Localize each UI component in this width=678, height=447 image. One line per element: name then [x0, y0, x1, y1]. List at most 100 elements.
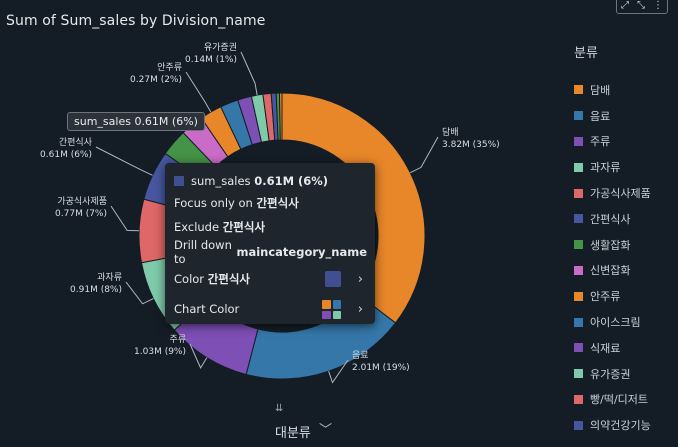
- legend-label: 생활잡화: [590, 238, 631, 252]
- drill-down-prefix: Drill down to: [174, 238, 232, 266]
- slice-name-label: 과자류: [97, 272, 122, 283]
- context-menu: sum_sales 0.61M (6%) Focus only on 간편식사 …: [165, 163, 375, 324]
- leader-line: [240, 51, 258, 96]
- slice-name-label: 주류: [169, 334, 186, 345]
- legend-swatch: [574, 111, 583, 121]
- slice-name-label: 간편식사: [59, 136, 93, 148]
- color-chip-cell: [332, 310, 341, 319]
- legend-label: 담배: [590, 83, 611, 97]
- series-swatch: [174, 176, 184, 186]
- slice-name-label: 담배: [442, 126, 459, 138]
- chart-color-chip: [322, 300, 341, 319]
- collapse-icon[interactable]: ⤡: [637, 0, 645, 11]
- legend-label: 의약건강기능: [590, 419, 651, 433]
- legend-label: 가공식사제품: [590, 187, 651, 201]
- legend-swatch: [574, 188, 583, 198]
- axis-label: 대분류: [275, 426, 311, 441]
- legend-item[interactable]: 아이스크림: [574, 309, 651, 335]
- legend-label: 음료: [590, 109, 611, 123]
- legend-item[interactable]: 과자류: [574, 154, 651, 180]
- color-chip-cell: [322, 310, 331, 319]
- legend-item[interactable]: 유가증권: [574, 361, 651, 387]
- legend-item[interactable]: 주류: [574, 129, 651, 155]
- expand-icon[interactable]: ⤢: [621, 0, 629, 11]
- hover-tooltip: sum_sales 0.61M (6%): [67, 112, 205, 131]
- legend-swatch: [574, 394, 583, 404]
- legend-label: 간편식사: [590, 212, 631, 226]
- slice-value-label: 0.91M (8%): [70, 285, 122, 295]
- legend-item[interactable]: 식재료: [574, 335, 651, 361]
- legend-swatch: [574, 420, 583, 430]
- legend-swatch: [574, 85, 583, 95]
- leader-line: [410, 136, 439, 174]
- slice-value-label: 0.77M (7%): [55, 209, 107, 219]
- slice-value-label: 0.61M (6%): [40, 150, 92, 160]
- color-chip-cell: [322, 300, 331, 309]
- slice-value-label: 2.01M (19%): [352, 363, 410, 373]
- chevron-right-icon: ›: [357, 301, 363, 317]
- legend-swatch: [574, 162, 583, 172]
- slice-value-label: 3.82M (35%): [442, 140, 500, 150]
- chart-color-label: Chart Color: [174, 302, 240, 316]
- legend-swatch: [574, 317, 583, 327]
- slice-value-label: 0.14M (1%): [185, 55, 237, 65]
- menu-header-label: sum_sales: [191, 174, 251, 188]
- exclude-item[interactable]: Exclude 간편식사: [174, 217, 367, 237]
- color-item[interactable]: Color 간편식사 ›: [174, 269, 367, 289]
- menu-header: sum_sales 0.61M (6%): [174, 171, 367, 191]
- chevron-down-icon[interactable]: ﹀: [319, 423, 333, 438]
- leader-line: [328, 359, 349, 384]
- leader-line: [125, 281, 154, 305]
- legend-label: 안주류: [590, 290, 621, 304]
- legend-item[interactable]: 안주류: [574, 283, 651, 309]
- legend-swatch: [574, 265, 583, 275]
- focus-only-target: 간편식사: [256, 196, 299, 210]
- slice-name-label: 음료: [352, 350, 369, 361]
- drill-down-item[interactable]: Drill down to maincategory_name: [174, 238, 367, 266]
- slice-value-label: 1.03M (9%): [134, 347, 186, 357]
- menu-header-value: 0.61M (6%): [254, 174, 329, 188]
- more-icon[interactable]: ⋮: [653, 0, 663, 11]
- chevron-right-icon: ›: [357, 271, 363, 287]
- slice-name-label: 안주류: [157, 62, 182, 73]
- exclude-target: 간편식사: [222, 220, 266, 234]
- legend-swatch: [574, 136, 583, 146]
- slice-name-label: 가공식사제품: [57, 196, 107, 207]
- legend-title: 분류: [574, 46, 598, 61]
- color-target: 간편식사: [207, 272, 251, 286]
- chart-title: Sum of Sum_sales by Division_name: [6, 13, 266, 29]
- legend-swatch: [574, 369, 583, 379]
- legend-label: 아이스크림: [590, 316, 641, 330]
- drill-down-target: maincategory_name: [236, 245, 367, 259]
- slice-value-label: 0.27M (2%): [130, 75, 182, 85]
- color-prefix: Color: [174, 272, 205, 286]
- color-chip: [325, 271, 341, 287]
- legend-item[interactable]: 빵/떡/디저트: [574, 387, 651, 413]
- legend-item[interactable]: 음료: [574, 103, 651, 129]
- legend-item[interactable]: 가공식사제품: [574, 180, 651, 206]
- pie-slice-16[interactable]: [278, 92, 283, 141]
- legend-label: 주류: [590, 135, 611, 149]
- legend-label: 과자류: [590, 161, 621, 175]
- legend-item[interactable]: 간편식사: [574, 206, 651, 232]
- visual-toolbar: ⤢ ⤡ ⋮: [616, 0, 668, 14]
- leader-line: [185, 71, 212, 113]
- exclude-prefix: Exclude: [174, 220, 220, 234]
- slice-name-label: 유가증권: [204, 41, 237, 53]
- legend-label: 빵/떡/디저트: [590, 393, 649, 407]
- legend-label: 식재료: [590, 341, 621, 355]
- legend-item[interactable]: 신변잡화: [574, 258, 651, 284]
- focus-only-item[interactable]: Focus only on 간편식사: [174, 193, 367, 213]
- legend-swatch: [574, 343, 583, 353]
- legend-swatch: [574, 240, 583, 250]
- axis-field-well[interactable]: ⇊ 대분류 ﹀: [273, 400, 363, 444]
- leader-line: [110, 205, 140, 232]
- sort-icon[interactable]: ⇊: [275, 403, 284, 414]
- legend-item[interactable]: 담배: [574, 77, 651, 103]
- legend-item[interactable]: 의약건강기능: [574, 412, 651, 438]
- chart-color-item[interactable]: Chart Color ›: [174, 299, 367, 319]
- legend-item[interactable]: 생활잡화: [574, 232, 651, 258]
- color-chip-cell: [332, 300, 341, 309]
- focus-only-prefix: Focus only on: [174, 196, 253, 210]
